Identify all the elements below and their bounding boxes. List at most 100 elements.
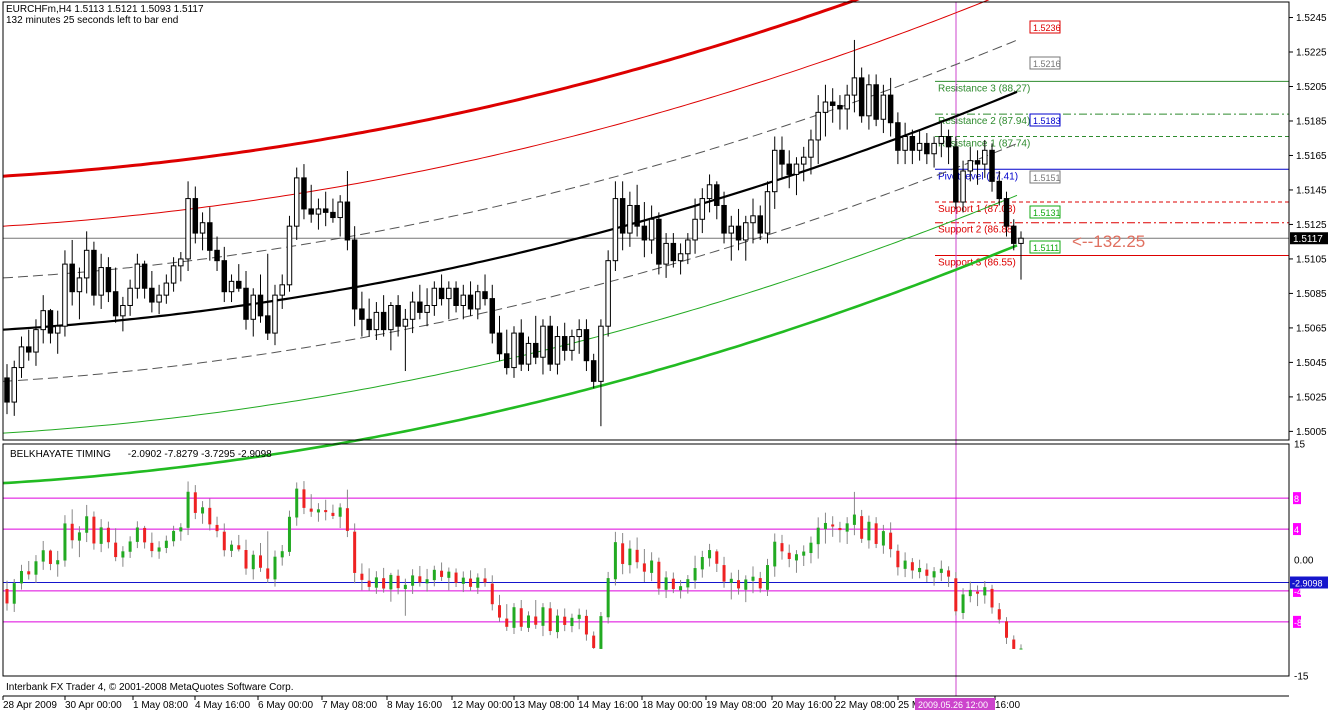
candle-body-up — [228, 280, 235, 293]
candle — [293, 167, 300, 240]
price-tag-box — [1029, 240, 1061, 254]
osc-candle — [447, 567, 451, 591]
candle — [699, 188, 706, 234]
candle — [931, 136, 937, 168]
oscillator-panel-frame — [2, 443, 1290, 677]
candle — [54, 310, 61, 354]
osc-candle — [345, 489, 349, 538]
candle — [706, 174, 713, 213]
osc-candle — [541, 603, 545, 637]
osc-body-down — [345, 508, 349, 531]
candle-body-down — [887, 94, 894, 124]
osc-candle — [592, 631, 596, 649]
candle-body-up — [931, 142, 937, 155]
candle-body-up — [402, 318, 409, 327]
osc-body-down — [5, 589, 9, 604]
osc-body-up — [201, 507, 205, 514]
osc-candle — [34, 555, 38, 583]
osc-body-down — [519, 608, 523, 627]
osc-candle — [896, 544, 900, 576]
x-tick-label: 19 May 08:00 — [706, 700, 767, 711]
candle-body-up — [170, 265, 177, 284]
osc-candle — [758, 571, 762, 593]
candle — [402, 308, 409, 372]
osc-body-up — [1019, 648, 1023, 650]
candle — [735, 208, 742, 251]
candle — [417, 284, 423, 320]
candle-body-up — [706, 184, 713, 200]
upper-band-outer — [2, 0, 860, 178]
osc-candle — [27, 560, 31, 580]
osc-body-down — [838, 528, 842, 531]
x-tick-label: 16:00 — [995, 700, 1020, 711]
candle — [612, 181, 619, 272]
main-panel-frame — [2, 1, 1290, 441]
osc-candle — [519, 599, 523, 631]
osc-candle — [722, 556, 726, 588]
candle — [301, 164, 307, 220]
candle — [685, 233, 691, 265]
x-tick-label: 18 May 00:00 — [642, 700, 703, 711]
osc-candle — [657, 557, 661, 595]
candle-body-up — [771, 149, 778, 193]
osc-body-down — [418, 576, 422, 583]
osc-body-down — [396, 575, 400, 589]
osc-candle — [983, 580, 987, 604]
candle — [728, 215, 735, 261]
candle — [916, 129, 923, 161]
osc-body-down — [548, 608, 552, 632]
osc-body-down — [896, 550, 900, 568]
osc-candle — [650, 552, 654, 582]
indicator-title: BELKHAYATE TIMING -2.0902 -7.8279 -3.729… — [10, 449, 272, 460]
osc-body-up — [766, 565, 769, 590]
candle-body-down — [909, 136, 916, 151]
osc-y-tick-label: 0.00 — [1294, 556, 1314, 567]
candle — [786, 150, 792, 189]
osc-candle — [164, 535, 168, 554]
candle-body-down — [945, 136, 952, 148]
osc-candle — [794, 550, 798, 573]
osc-body-up — [389, 574, 393, 590]
osc-body-up — [983, 587, 987, 596]
osc-candle — [715, 549, 719, 573]
osc-candle — [787, 544, 791, 568]
x-tick-label: 13 May 08:00 — [514, 700, 575, 711]
osc-body-up — [606, 578, 610, 618]
osc-body-down — [990, 588, 994, 608]
candle-body-down — [518, 332, 524, 365]
osc-candle — [483, 568, 487, 587]
candle — [547, 315, 553, 372]
osc-candle — [751, 566, 755, 594]
candle — [670, 233, 677, 268]
candle-body-down — [221, 260, 228, 293]
indicator-values: -2.0902 -7.8279 -3.7295 -2.9098 — [127, 449, 272, 460]
osc-candle — [77, 526, 81, 558]
candle — [938, 122, 945, 158]
osc-body-up — [374, 577, 378, 588]
y-tick-label: 1.5205 — [1296, 82, 1327, 93]
candle — [880, 84, 887, 134]
osc-candle — [947, 566, 951, 587]
candle — [779, 136, 785, 178]
osc-current-tag — [1290, 576, 1328, 589]
osc-body-up — [476, 577, 480, 588]
osc-candle — [823, 512, 827, 544]
candle — [141, 260, 148, 299]
candle — [214, 236, 220, 272]
candle-body-down — [656, 218, 662, 265]
osc-body-up — [77, 532, 81, 541]
osc-level-label: -8 — [1294, 618, 1302, 628]
candle — [808, 129, 814, 175]
osc-body-up — [541, 607, 545, 626]
y-tick-label: 1.5085 — [1296, 289, 1327, 300]
candle-body-up — [388, 304, 394, 331]
candle-body-down — [359, 308, 365, 320]
osc-body-down — [925, 569, 929, 576]
osc-body-down — [563, 616, 567, 625]
candle — [750, 198, 756, 244]
candle-body-down — [583, 329, 590, 362]
candle — [438, 274, 445, 306]
osc-candle — [773, 533, 777, 577]
price-tag-box — [1029, 113, 1061, 127]
candle-body-down — [438, 287, 445, 300]
